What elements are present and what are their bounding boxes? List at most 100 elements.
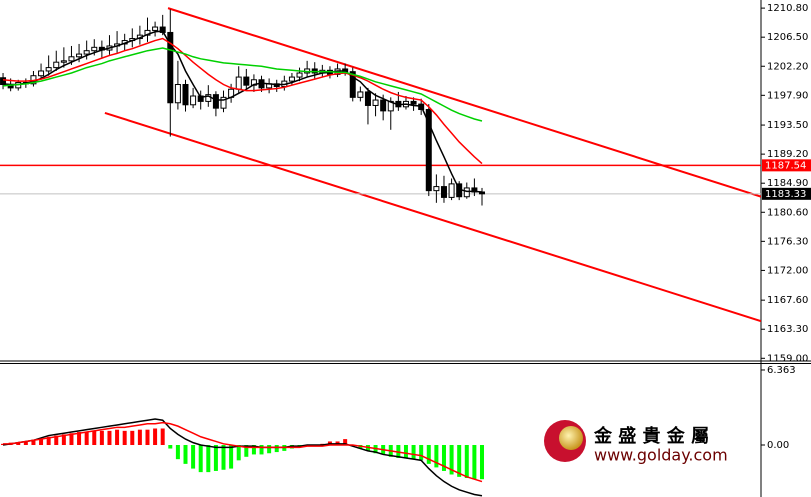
histogram-bar [251,445,256,455]
histogram-bar [411,445,416,460]
y-tick-label: 1180.60 [767,207,808,218]
histogram-bar [175,445,180,460]
candle-body [174,84,181,104]
histogram-bar [472,445,477,480]
histogram-bar [236,445,241,461]
candle-body [38,70,45,77]
price-plot [0,7,761,323]
histogram-bar [441,445,446,471]
histogram-bar [77,432,82,446]
y-tick-label: 0.00 [767,440,789,451]
histogram-bar [122,430,127,446]
trend-line [104,111,761,323]
candle-body [91,46,98,52]
logo-title: 金 盛 貴 金 屬 [593,425,709,447]
candle-body [296,72,303,78]
histogram-bar [130,430,135,446]
candle-body [433,186,440,192]
candle-body [182,84,189,106]
candle-body [288,76,295,82]
histogram-bar [153,428,158,446]
histogram-bar [206,445,211,473]
logo: 金 盛 貴 金 屬 www.golday.com [544,420,728,465]
y-tick-label: 1210.80 [767,3,808,14]
y-tick-label: 1202.20 [767,61,808,72]
histogram-bar [198,445,203,473]
histogram-bar [160,428,165,446]
histogram-bar [92,430,97,446]
y-tick-label: 1159.00 [767,353,808,364]
histogram-bar [449,445,454,475]
price-label: 1187.54 [765,160,806,171]
price-label-box [762,159,811,172]
candle-body [357,91,364,98]
y-tick-label: 1206.50 [767,32,808,43]
candle-body [76,53,83,58]
histogram-bar [69,433,74,446]
y-tick-label: 1189.20 [767,149,808,160]
candle-body [448,183,455,198]
histogram-bar [213,445,218,471]
candle-body [220,96,227,109]
histogram-bar [39,439,44,446]
logo-coin [559,426,583,450]
axis: 1210.80 1206.50 1202.20 1197.90 1193.50 1189.… [761,3,811,451]
y-tick-label: 1176.30 [767,236,808,247]
y-tick-label: 6.363 [767,365,796,376]
candle-body [440,186,447,198]
candle-body [235,76,242,90]
candle-body [83,50,90,55]
histogram-bar [479,445,484,480]
y-tick-label: 1172.00 [767,265,808,276]
candle-body [425,109,432,192]
histogram-bar [46,436,51,446]
candle-body [68,56,75,62]
histogram-bar [183,445,188,464]
histogram-bar [191,445,196,469]
candle-body [167,31,174,104]
histogram-bar [168,445,173,449]
candle-body [243,76,250,86]
histogram-bar [267,445,272,454]
candle-body [372,99,379,106]
histogram-bar [229,445,234,469]
histogram-bar [403,445,408,458]
histogram-bar [16,442,21,446]
candle-body [60,60,67,63]
histogram-bar [434,445,439,468]
y-tick-label: 1163.30 [767,324,808,335]
candle-body [53,61,60,69]
histogram-bar [107,430,112,446]
candle-body [463,187,470,198]
histogram-bar [115,429,120,446]
histogram-bar [137,429,142,446]
logo-url: www.golday.com [594,446,728,465]
histogram-bar [31,440,36,446]
histogram-bar [84,432,89,446]
candle-body [410,100,417,105]
moving-average [2,47,483,122]
y-tick-label: 1184.90 [767,178,808,189]
moving-average [2,37,483,165]
y-tick-label: 1193.50 [767,120,808,131]
histogram-bar [23,441,28,446]
price-label: 1183.33 [765,189,806,200]
histogram-bar [221,445,226,470]
histogram-bar [343,439,348,446]
histogram-bar [426,445,431,464]
histogram-bar [54,435,59,446]
histogram-bar [464,445,469,479]
candle-body [152,26,159,31]
histogram-bar [99,430,104,446]
candle-body [380,99,387,112]
candle-body [364,91,371,106]
histogram-bar [457,445,462,477]
y-tick-label: 1197.90 [767,90,808,101]
price-label-box [762,187,811,200]
histogram-bar [274,445,279,453]
candle-body [349,71,356,98]
candle-body [212,94,219,109]
histogram-bar [419,445,424,461]
